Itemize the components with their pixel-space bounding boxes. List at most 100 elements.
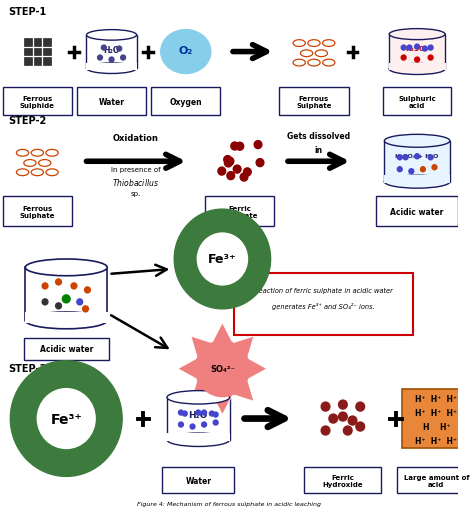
Circle shape <box>174 210 271 309</box>
Bar <box>86 36 137 69</box>
Bar <box>3 88 72 116</box>
Circle shape <box>409 169 414 175</box>
Bar <box>86 64 137 70</box>
Text: H₂SO₄ + H₂O: H₂SO₄ + H₂O <box>395 154 439 158</box>
Text: in: in <box>315 146 323 155</box>
Ellipse shape <box>384 135 450 148</box>
Text: Fe³⁺: Fe³⁺ <box>208 253 237 266</box>
Text: Large amount of
acid: Large amount of acid <box>404 474 469 487</box>
Bar <box>166 433 230 442</box>
Text: Gets dissolved: Gets dissolved <box>287 131 350 140</box>
Bar <box>167 398 229 440</box>
Text: Water: Water <box>99 98 125 107</box>
Bar <box>235 273 413 335</box>
Text: STEP-2: STEP-2 <box>9 116 46 126</box>
Text: Acidic water: Acidic water <box>391 207 444 216</box>
Circle shape <box>407 46 412 51</box>
Circle shape <box>422 47 427 52</box>
Text: H    H⁺: H H⁺ <box>423 422 450 431</box>
Circle shape <box>63 295 70 303</box>
Bar <box>43 48 51 56</box>
Ellipse shape <box>17 169 29 176</box>
Circle shape <box>226 158 234 166</box>
Polygon shape <box>247 358 267 380</box>
Circle shape <box>117 47 122 52</box>
Circle shape <box>224 156 231 164</box>
Circle shape <box>356 422 365 431</box>
Text: Figure 4: Mechanism of ferrous sulphate in acidic leaching: Figure 4: Mechanism of ferrous sulphate … <box>137 501 321 506</box>
Text: H₂O: H₂O <box>103 46 120 55</box>
Bar <box>34 39 41 47</box>
Ellipse shape <box>24 160 36 167</box>
Text: H⁺  H⁺  H⁺: H⁺ H⁺ H⁺ <box>415 394 457 403</box>
Circle shape <box>196 410 201 415</box>
Circle shape <box>428 155 433 160</box>
Ellipse shape <box>167 433 229 446</box>
Polygon shape <box>233 380 254 401</box>
Circle shape <box>415 58 419 63</box>
Ellipse shape <box>25 313 107 329</box>
Text: Acidic water: Acidic water <box>39 345 93 354</box>
Bar <box>162 467 235 493</box>
Bar <box>376 197 458 227</box>
Bar <box>205 197 274 227</box>
Ellipse shape <box>308 41 320 47</box>
Text: Oxygen: Oxygen <box>170 98 202 107</box>
Bar <box>389 64 446 71</box>
Circle shape <box>179 410 183 415</box>
Bar <box>77 88 146 116</box>
Circle shape <box>227 173 235 180</box>
Circle shape <box>397 155 402 160</box>
Circle shape <box>201 410 207 415</box>
Ellipse shape <box>161 31 211 74</box>
Circle shape <box>338 412 347 421</box>
Text: Ferrous
Sulphate: Ferrous Sulphate <box>19 205 55 218</box>
Polygon shape <box>233 336 254 358</box>
Circle shape <box>338 400 347 409</box>
Text: H₂SO₄: H₂SO₄ <box>406 45 428 51</box>
Circle shape <box>210 411 214 416</box>
Text: H⁺  H⁺  H⁺: H⁺ H⁺ H⁺ <box>415 408 457 417</box>
Bar <box>383 88 451 116</box>
Circle shape <box>101 46 106 51</box>
Ellipse shape <box>86 31 137 41</box>
Circle shape <box>415 154 419 159</box>
Circle shape <box>55 303 62 309</box>
Circle shape <box>42 284 48 289</box>
Bar <box>43 39 51 47</box>
Polygon shape <box>191 380 212 401</box>
Bar <box>384 176 450 184</box>
Ellipse shape <box>308 60 320 67</box>
Text: STEP-1: STEP-1 <box>9 7 46 17</box>
Text: O₂: O₂ <box>179 45 193 55</box>
Bar <box>24 59 32 66</box>
Circle shape <box>244 168 251 177</box>
Circle shape <box>182 411 187 416</box>
Polygon shape <box>212 323 233 343</box>
Ellipse shape <box>323 60 335 67</box>
Circle shape <box>356 402 365 411</box>
Circle shape <box>225 160 232 167</box>
Ellipse shape <box>293 41 305 47</box>
Bar <box>151 88 220 116</box>
Text: sp.: sp. <box>130 191 141 197</box>
Text: Water: Water <box>185 476 211 485</box>
Text: Oxidation: Oxidation <box>113 133 159 143</box>
Circle shape <box>55 279 62 286</box>
Text: generates Fe³⁺ and SO₄²⁻ ions.: generates Fe³⁺ and SO₄²⁻ ions. <box>272 303 375 310</box>
Circle shape <box>197 234 247 286</box>
Bar <box>24 48 32 56</box>
Circle shape <box>236 143 244 151</box>
Circle shape <box>403 155 408 160</box>
Circle shape <box>82 306 89 312</box>
Ellipse shape <box>167 391 229 404</box>
Text: Ferric
Hydroxide: Ferric Hydroxide <box>323 474 363 487</box>
Bar <box>34 59 41 66</box>
Bar <box>401 389 471 448</box>
Circle shape <box>218 168 226 176</box>
Circle shape <box>233 166 241 174</box>
Circle shape <box>201 422 207 427</box>
Ellipse shape <box>384 176 450 189</box>
Bar <box>389 35 445 70</box>
Ellipse shape <box>38 160 51 167</box>
